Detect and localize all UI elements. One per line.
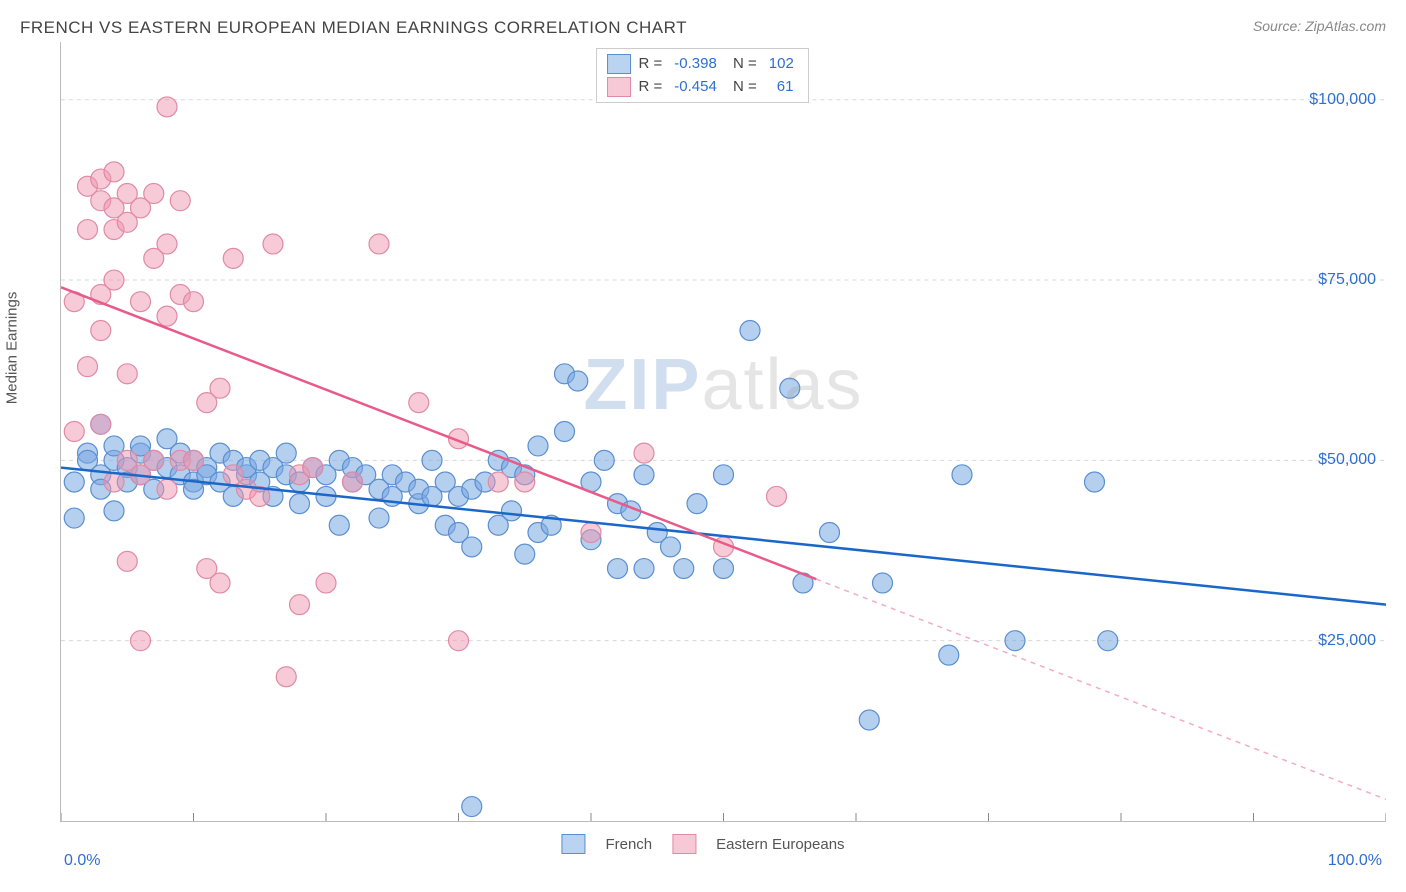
chart-title: FRENCH VS EASTERN EUROPEAN MEDIAN EARNIN… (20, 18, 687, 38)
legend-swatch-french (561, 834, 585, 854)
legend-label-eastern: Eastern Europeans (716, 836, 844, 853)
source-label: Source: ZipAtlas.com (1253, 18, 1386, 34)
chart-svg (61, 42, 1386, 821)
stats-legend: R = -0.398 N = 102 R = -0.454 N = 61 (596, 48, 809, 103)
y-tick-label: $100,000 (1309, 91, 1376, 109)
y-tick-label: $50,000 (1318, 451, 1376, 469)
x-axis-min: 0.0% (64, 852, 100, 870)
y-tick-label: $25,000 (1318, 632, 1376, 650)
y-axis-label: Median Earnings (4, 292, 21, 405)
swatch-french (607, 54, 631, 74)
plot-area: ZIPatlas R = -0.398 N = 102 R = -0.454 N… (60, 42, 1386, 822)
swatch-eastern (607, 77, 631, 97)
y-tick-label: $75,000 (1318, 271, 1376, 289)
legend-label-french: French (605, 836, 652, 853)
bottom-legend: French Eastern Europeans (561, 834, 844, 854)
stats-row-french: R = -0.398 N = 102 (607, 53, 798, 76)
stats-row-eastern: R = -0.454 N = 61 (607, 76, 798, 99)
legend-swatch-eastern (672, 834, 696, 854)
x-axis-max: 100.0% (1328, 852, 1382, 870)
